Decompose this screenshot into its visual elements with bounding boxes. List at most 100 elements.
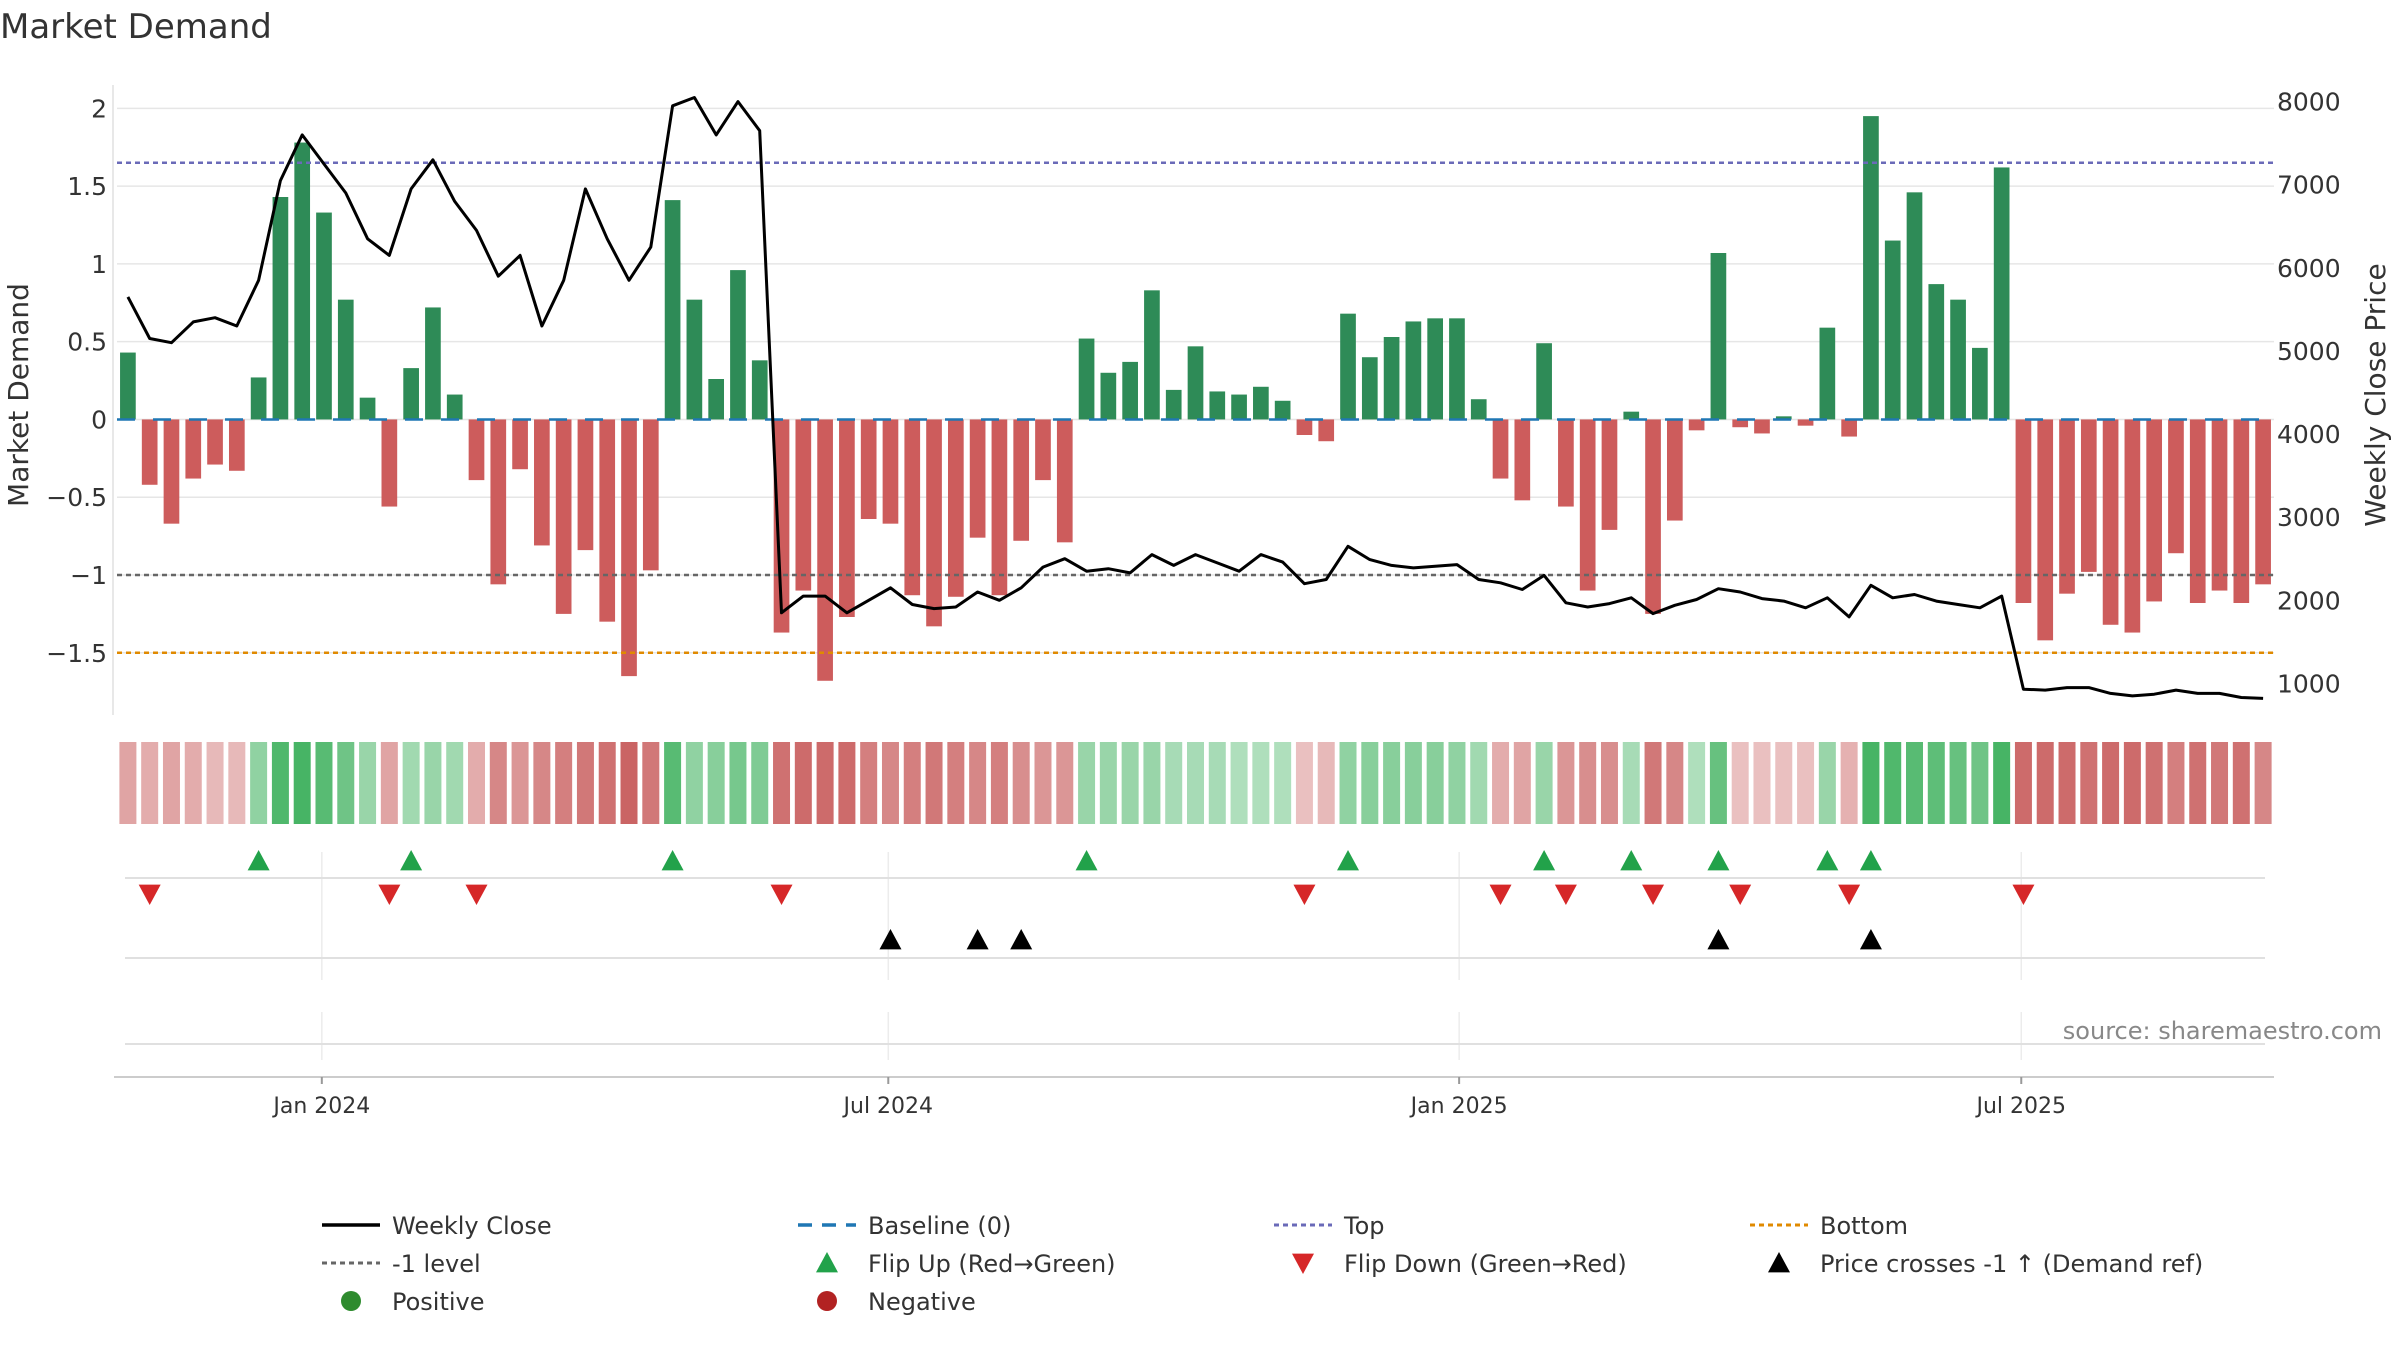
y-tick-label: 0 bbox=[91, 405, 107, 434]
regime-cell bbox=[1797, 742, 1815, 824]
positive-bar bbox=[1231, 394, 1247, 420]
price-cross-marker bbox=[966, 929, 989, 950]
flip-up-marker bbox=[1816, 850, 1839, 871]
flip-down-marker bbox=[1729, 884, 1752, 905]
regime-cell bbox=[1818, 742, 1836, 824]
x-tick-label: Jul 2025 bbox=[1974, 1094, 2066, 1119]
regime-cell bbox=[1666, 742, 1684, 824]
y2-tick-label: 4000 bbox=[2277, 420, 2341, 449]
positive-bar bbox=[1710, 253, 1727, 420]
regime-cell bbox=[685, 742, 703, 824]
flip-up-marker bbox=[661, 850, 684, 871]
regime-cell bbox=[1187, 742, 1204, 824]
y-tick-label: 1 bbox=[91, 250, 107, 279]
negative-bar bbox=[1579, 419, 1596, 591]
negative-bar bbox=[185, 419, 202, 479]
y2-tick-label: 2000 bbox=[2277, 586, 2341, 615]
flip-down-marker bbox=[1838, 884, 1861, 905]
flip-up-marker bbox=[1707, 850, 1730, 871]
negative-bar bbox=[2233, 419, 2250, 603]
negative-bar bbox=[947, 419, 964, 597]
positive-bar bbox=[403, 368, 419, 420]
negative-bar bbox=[773, 419, 790, 633]
price-cross-marker bbox=[1010, 929, 1033, 950]
regime-cell bbox=[1121, 742, 1139, 824]
regime-cell bbox=[729, 742, 747, 824]
price-cross-marker bbox=[879, 929, 902, 950]
negative-bar bbox=[1296, 419, 1313, 435]
negative-bar bbox=[1666, 419, 1683, 521]
regime-cell bbox=[141, 742, 159, 824]
regime-cell bbox=[271, 742, 289, 824]
regime-cell bbox=[903, 742, 921, 824]
flip-up-marker bbox=[1859, 850, 1882, 871]
regime-cell bbox=[1927, 742, 1945, 824]
negative-bar bbox=[969, 419, 986, 538]
y-tick-label: −1.5 bbox=[46, 639, 107, 668]
regime-cell bbox=[1078, 742, 1096, 824]
legend-label: Flip Down (Green→Red) bbox=[1344, 1250, 1627, 1278]
negative-bar bbox=[2080, 419, 2097, 572]
regime-cell bbox=[1099, 742, 1117, 824]
y2-tick-label: 6000 bbox=[2277, 254, 2341, 283]
regime-cell bbox=[1056, 742, 1074, 824]
regime-cell bbox=[1426, 742, 1444, 824]
legend-label: Bottom bbox=[1820, 1212, 1908, 1240]
flip-up-marker bbox=[400, 850, 423, 871]
signal-markers bbox=[114, 850, 2274, 1084]
y2-tick-label: 3000 bbox=[2277, 503, 2341, 532]
negative-bar bbox=[207, 419, 223, 465]
regime-cell bbox=[468, 742, 485, 824]
positive-bar bbox=[425, 307, 441, 420]
regime-cell bbox=[598, 742, 616, 824]
legend-item: Baseline (0) bbox=[798, 1212, 1011, 1240]
chart-title: Market Demand bbox=[0, 7, 272, 47]
regime-cell bbox=[184, 742, 202, 824]
axis-ticks: −1.5 −1 −0.5 0 0.5 1 1.5 2 1000 2000 3000 4000 5000 6… bbox=[46, 88, 2340, 1119]
y-tick-label: 2 bbox=[91, 94, 107, 123]
negative-bar bbox=[1056, 419, 1073, 543]
flip-down-marker bbox=[138, 884, 161, 905]
legend-label: Positive bbox=[392, 1288, 485, 1316]
negative-bar bbox=[1797, 419, 1814, 426]
regime-cell bbox=[969, 742, 987, 824]
legend-label: Baseline (0) bbox=[868, 1212, 1011, 1240]
positive-bar bbox=[1383, 337, 1400, 420]
price-cross-marker bbox=[1707, 929, 1730, 950]
flip-down-marker bbox=[1642, 884, 1665, 905]
flip-down-marker bbox=[770, 884, 793, 905]
regime-cell bbox=[511, 742, 529, 824]
regime-cell bbox=[773, 742, 791, 824]
regime-cell bbox=[2036, 742, 2054, 824]
positive-bar bbox=[1449, 318, 1465, 420]
demand-bars bbox=[120, 116, 2271, 681]
y2-tick-label: 8000 bbox=[2277, 88, 2341, 117]
negative-bar bbox=[381, 419, 398, 507]
regime-cell bbox=[1012, 742, 1030, 824]
regime-cell bbox=[1361, 742, 1379, 824]
legend-item: Price crosses -1 ↑ (Demand ref) bbox=[1768, 1250, 2203, 1278]
regime-cell bbox=[446, 742, 464, 824]
negative-bar bbox=[1754, 419, 1770, 434]
positive-bar bbox=[1884, 240, 1901, 420]
flip-down-marker bbox=[1293, 884, 1316, 905]
positive-bar bbox=[1405, 321, 1422, 420]
positive-bar bbox=[1274, 400, 1291, 420]
negative-bar bbox=[2059, 419, 2075, 594]
positive-bar bbox=[1950, 299, 1966, 420]
positive-bar bbox=[316, 212, 332, 420]
negative-bar bbox=[904, 419, 921, 596]
positive-bar bbox=[337, 299, 354, 420]
negative-bar bbox=[2189, 419, 2206, 603]
positive-bar bbox=[1209, 391, 1226, 420]
negative-bar bbox=[1013, 419, 1030, 541]
source-credit: source: sharemaestro.com bbox=[2063, 1017, 2382, 1045]
negative-bar bbox=[817, 419, 833, 681]
regime-cell bbox=[1753, 742, 1771, 824]
negative-bar bbox=[2146, 419, 2163, 602]
regime-cell bbox=[2232, 742, 2250, 824]
regime-cell bbox=[1143, 742, 1161, 824]
positive-bar bbox=[1253, 386, 1269, 420]
negative-bar bbox=[926, 419, 942, 627]
flip-up-marker bbox=[1075, 850, 1098, 871]
